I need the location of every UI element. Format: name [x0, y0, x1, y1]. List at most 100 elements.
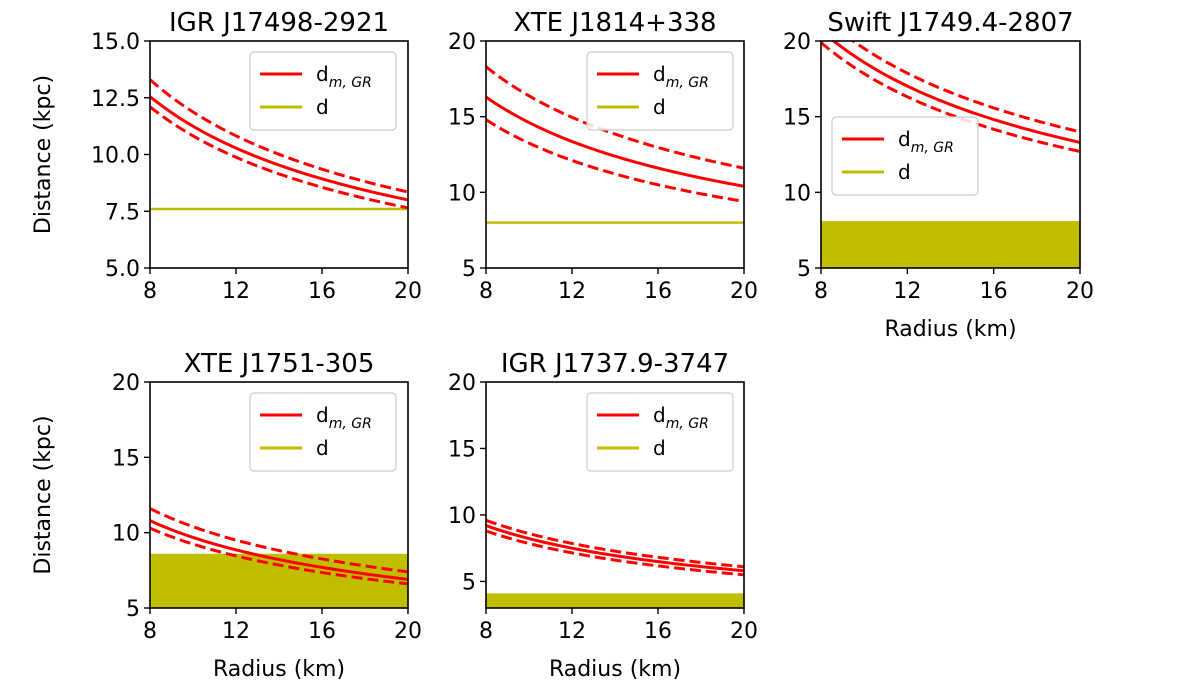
- subplot-title: Swift J1749.4-2807: [827, 8, 1073, 38]
- dm-gr-bound-curve: [821, 41, 1080, 153]
- legend-box: [586, 51, 734, 131]
- y-tick-label: 20: [783, 30, 811, 55]
- legend-label: d: [898, 160, 911, 184]
- x-tick-label: 16: [308, 619, 336, 644]
- y-tick-label: 10.0: [91, 144, 140, 169]
- plot-area: [486, 518, 744, 608]
- plot-area: [486, 65, 744, 224]
- axes-frame: [820, 40, 1081, 269]
- dm-gr-bound-curve: [150, 507, 408, 574]
- subplot-4: 8 12 16 20 5 10 15 20 XTE J1751-305 Radius (km) Di…: [31, 349, 422, 682]
- distance-band: [486, 593, 744, 608]
- subplot-3: 8 12 16 20 5 10 15 20 Swift J1749.4-2807 Radius (…: [783, 8, 1094, 342]
- y-tick-label: 5: [126, 597, 140, 622]
- x-tick-label: 8: [143, 279, 157, 304]
- dm-gr-bound-curve: [150, 78, 408, 194]
- legend: dm, GRd: [586, 51, 734, 131]
- y-tick-label: 10: [783, 181, 811, 206]
- x-axis-label: Radius (km): [549, 657, 681, 682]
- dm-gr-bound-curve: [486, 65, 744, 170]
- distance-band: [150, 553, 408, 608]
- legend: dm, GRd: [249, 392, 397, 472]
- y-tick-label: 15: [448, 106, 476, 131]
- legend-subscript: m, GR: [911, 140, 954, 156]
- x-tick-label: 12: [222, 279, 250, 304]
- y-tick-label: 20: [448, 371, 476, 396]
- x-tick-label: 8: [479, 279, 493, 304]
- legend-label: d: [316, 436, 329, 460]
- legend-subscript: m, GR: [329, 75, 372, 91]
- y-tick-label: 5: [462, 570, 476, 595]
- y-tick-label: 5: [797, 257, 811, 282]
- x-axis-label: Radius (km): [884, 317, 1016, 342]
- legend-subscript: m, GR: [666, 75, 709, 91]
- subplot-title: IGR J17498-2921: [169, 8, 389, 38]
- y-tick-label: 5.0: [105, 257, 140, 282]
- dm-gr-bound-curve: [486, 518, 744, 569]
- y-tick-label: 20: [112, 371, 140, 396]
- legend-box: [831, 116, 979, 196]
- legend-subscript: m, GR: [666, 416, 709, 432]
- y-tick-label: 15: [112, 446, 140, 471]
- y-tick-label: 15: [448, 437, 476, 462]
- y-tick-label: 20: [448, 30, 476, 55]
- y-axis-label: Distance (kpc): [31, 415, 56, 574]
- legend-label: d: [653, 436, 666, 460]
- dm-gr-bound-curve: [850, 41, 1080, 134]
- x-tick-label: 8: [814, 279, 828, 304]
- y-tick-label: 7.5: [105, 200, 140, 225]
- dm-gr-curve: [150, 95, 408, 202]
- dm-gr-bound-curve: [486, 529, 744, 577]
- axes-frame: [149, 381, 409, 609]
- subplot-5: 8 12 16 20 5 10 15 20 IGR J1737.9-3747 Radius (km…: [448, 349, 758, 682]
- legend-box: [586, 392, 734, 472]
- x-tick-label: 16: [308, 279, 336, 304]
- x-tick-label: 20: [730, 279, 758, 304]
- x-tick-label: 20: [730, 619, 758, 644]
- dm-gr-bound-curve: [150, 526, 408, 586]
- x-tick-label: 8: [143, 619, 157, 644]
- dm-gr-curve: [486, 95, 744, 188]
- y-tick-label: 5: [462, 257, 476, 282]
- legend-box: [249, 392, 397, 472]
- y-tick-label: 15: [783, 106, 811, 131]
- y-tick-label: 12.5: [91, 87, 140, 112]
- y-tick-label: 15.0: [91, 30, 140, 55]
- x-tick-label: 20: [1066, 279, 1094, 304]
- plot-area: [821, 41, 1080, 268]
- y-tick-label: 10: [448, 181, 476, 206]
- subplot-title: XTE J1814+338: [513, 8, 716, 38]
- dm-gr-curve: [150, 519, 408, 581]
- legend-label: d: [653, 95, 666, 119]
- legend: dm, GRd: [831, 116, 979, 196]
- dm-gr-curve: [486, 524, 744, 573]
- legend: dm, GRd: [586, 392, 734, 472]
- x-tick-label: 8: [479, 619, 493, 644]
- x-tick-label: 12: [558, 279, 586, 304]
- x-tick-label: 16: [644, 279, 672, 304]
- x-tick-label: 16: [980, 279, 1008, 304]
- dm-gr-bound-curve: [150, 105, 408, 210]
- subplot-1: 8 12 16 20 5.0 7.5 10.0 12.5 15.0 IGR J17498-2921…: [31, 8, 422, 304]
- dm-gr-curve: [831, 41, 1080, 144]
- legend-label: d: [316, 95, 329, 119]
- x-tick-label: 16: [644, 619, 672, 644]
- subplot-title: IGR J1737.9-3747: [501, 349, 729, 379]
- x-tick-label: 20: [394, 279, 422, 304]
- y-tick-label: 10: [112, 522, 140, 547]
- x-tick-label: 12: [893, 279, 921, 304]
- axes-frame: [485, 381, 745, 609]
- x-tick-label: 12: [558, 619, 586, 644]
- plot-area: [150, 507, 408, 608]
- distance-band: [821, 221, 1080, 268]
- subplot-title: XTE J1751-305: [184, 349, 375, 379]
- x-tick-label: 12: [222, 619, 250, 644]
- subplot-2: 8 12 16 20 5 10 15 20 XTE J1814+338 dm, GRd: [448, 8, 758, 304]
- y-tick-label: 10: [448, 504, 476, 529]
- x-tick-label: 20: [394, 619, 422, 644]
- plot-area: [150, 78, 408, 211]
- legend: dm, GRd: [249, 51, 397, 131]
- axes-frame: [485, 40, 745, 269]
- legend-subscript: m, GR: [329, 416, 372, 432]
